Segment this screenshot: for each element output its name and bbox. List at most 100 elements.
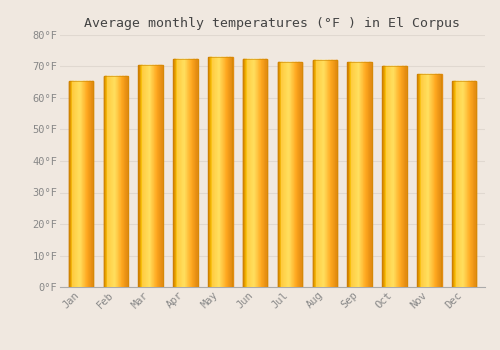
Bar bbox=[78, 80, 79, 287]
Bar bbox=[403, 66, 404, 287]
Bar bbox=[257, 58, 258, 287]
Bar bbox=[428, 74, 430, 287]
Bar bbox=[252, 58, 254, 287]
Bar bbox=[437, 74, 438, 287]
Bar bbox=[312, 60, 314, 287]
Bar bbox=[473, 80, 474, 287]
Bar bbox=[318, 60, 319, 287]
Bar bbox=[120, 76, 121, 287]
Bar bbox=[73, 80, 74, 287]
Bar bbox=[254, 58, 256, 287]
Bar bbox=[248, 58, 249, 287]
Bar bbox=[279, 62, 280, 287]
Bar bbox=[191, 58, 192, 287]
Bar bbox=[301, 62, 302, 287]
Bar bbox=[297, 62, 298, 287]
Bar bbox=[186, 58, 188, 287]
Bar bbox=[426, 74, 427, 287]
Bar bbox=[159, 65, 160, 287]
Bar bbox=[280, 62, 281, 287]
Bar bbox=[112, 76, 113, 287]
Bar bbox=[89, 80, 90, 287]
Bar bbox=[472, 80, 473, 287]
Bar bbox=[68, 80, 70, 287]
Bar bbox=[361, 62, 362, 287]
Bar bbox=[183, 58, 184, 287]
Bar bbox=[348, 62, 349, 287]
Bar bbox=[293, 62, 294, 287]
Bar bbox=[298, 62, 299, 287]
Bar bbox=[249, 58, 250, 287]
Bar bbox=[162, 65, 163, 287]
Bar bbox=[353, 62, 354, 287]
Title: Average monthly temperatures (°F ) in El Corpus: Average monthly temperatures (°F ) in El… bbox=[84, 17, 460, 30]
Bar bbox=[84, 80, 86, 287]
Bar bbox=[292, 62, 293, 287]
Bar bbox=[321, 60, 322, 287]
Bar bbox=[176, 58, 177, 287]
Bar bbox=[397, 66, 398, 287]
Bar bbox=[356, 62, 358, 287]
Bar bbox=[119, 76, 120, 287]
Bar bbox=[457, 80, 458, 287]
Bar bbox=[211, 57, 212, 287]
Bar bbox=[215, 57, 216, 287]
Bar bbox=[382, 66, 406, 287]
Bar bbox=[126, 76, 127, 287]
Bar bbox=[468, 80, 469, 287]
Bar bbox=[331, 60, 332, 287]
Bar bbox=[118, 76, 119, 287]
Bar bbox=[266, 58, 268, 287]
Bar bbox=[185, 58, 186, 287]
Bar bbox=[455, 80, 456, 287]
Bar bbox=[332, 60, 333, 287]
Bar bbox=[466, 80, 468, 287]
Bar bbox=[459, 80, 460, 287]
Bar bbox=[156, 65, 158, 287]
Bar bbox=[250, 58, 251, 287]
Bar bbox=[475, 80, 476, 287]
Bar bbox=[189, 58, 190, 287]
Bar bbox=[212, 57, 213, 287]
Bar bbox=[285, 62, 286, 287]
Bar bbox=[87, 80, 88, 287]
Bar bbox=[383, 66, 384, 287]
Bar bbox=[294, 62, 295, 287]
Bar bbox=[296, 62, 297, 287]
Bar bbox=[288, 62, 290, 287]
Bar bbox=[197, 58, 198, 287]
Bar bbox=[217, 57, 218, 287]
Bar bbox=[142, 65, 144, 287]
Bar bbox=[120, 76, 122, 287]
Bar bbox=[161, 65, 162, 287]
Bar bbox=[352, 62, 353, 287]
Bar bbox=[418, 74, 419, 287]
Bar bbox=[85, 80, 86, 287]
Bar bbox=[334, 60, 336, 287]
Bar bbox=[296, 62, 298, 287]
Bar bbox=[243, 58, 268, 287]
Bar bbox=[295, 62, 296, 287]
Bar bbox=[300, 62, 301, 287]
Bar bbox=[108, 76, 109, 287]
Bar bbox=[384, 66, 385, 287]
Bar bbox=[218, 57, 219, 287]
Bar bbox=[329, 60, 330, 287]
Bar bbox=[360, 62, 361, 287]
Bar bbox=[231, 57, 232, 287]
Bar bbox=[187, 58, 188, 287]
Bar bbox=[351, 62, 352, 287]
Bar bbox=[256, 58, 257, 287]
Bar bbox=[74, 80, 75, 287]
Bar bbox=[452, 80, 454, 287]
Bar bbox=[394, 66, 395, 287]
Bar bbox=[82, 80, 84, 287]
Bar bbox=[216, 57, 217, 287]
Bar bbox=[139, 65, 140, 287]
Bar bbox=[148, 65, 150, 287]
Bar bbox=[222, 57, 223, 287]
Bar bbox=[391, 66, 392, 287]
Bar bbox=[260, 58, 262, 287]
Bar bbox=[436, 74, 438, 287]
Bar bbox=[458, 80, 460, 287]
